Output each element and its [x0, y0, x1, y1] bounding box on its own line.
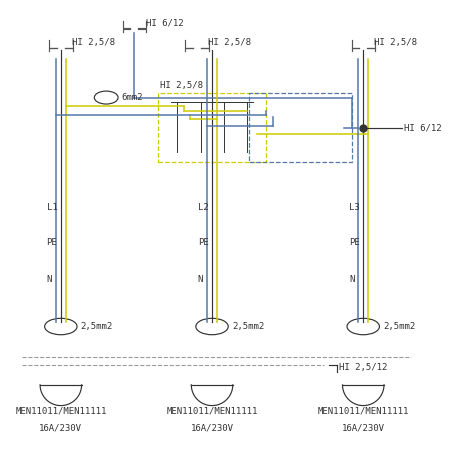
Bar: [249, 93, 352, 162]
Text: 2,5mm2: 2,5mm2: [232, 322, 264, 331]
Text: 16A/230V: 16A/230V: [39, 423, 82, 432]
Text: MEN11011/MEN11111: MEN11011/MEN11111: [166, 406, 258, 415]
Text: HI 6/12: HI 6/12: [145, 19, 183, 28]
Text: PE: PE: [198, 238, 208, 247]
Text: HI 6/12: HI 6/12: [404, 123, 442, 132]
Text: HI 2,5/8: HI 2,5/8: [160, 81, 203, 90]
Text: 6mm2: 6mm2: [122, 93, 143, 102]
Text: N: N: [198, 274, 203, 284]
Text: N: N: [349, 274, 354, 284]
Text: PE: PE: [47, 238, 57, 247]
Text: N: N: [47, 274, 52, 284]
Text: HI 2,5/8: HI 2,5/8: [208, 38, 251, 47]
Text: L1: L1: [47, 203, 57, 212]
Text: MEN11011/MEN11111: MEN11011/MEN11111: [318, 406, 409, 415]
Text: 2,5mm2: 2,5mm2: [81, 322, 113, 331]
Text: HI 2,5/8: HI 2,5/8: [374, 38, 418, 47]
Text: 2,5mm2: 2,5mm2: [383, 322, 415, 331]
Text: PE: PE: [349, 238, 360, 247]
Text: 16A/230V: 16A/230V: [190, 423, 234, 432]
Text: 16A/230V: 16A/230V: [342, 423, 385, 432]
Text: L2: L2: [198, 203, 208, 212]
Text: HI 2,5/12: HI 2,5/12: [339, 363, 388, 372]
Text: L3: L3: [349, 203, 360, 212]
Text: MEN11011/MEN11111: MEN11011/MEN11111: [15, 406, 107, 415]
Bar: [158, 93, 266, 162]
Text: HI 2,5/8: HI 2,5/8: [72, 38, 115, 47]
